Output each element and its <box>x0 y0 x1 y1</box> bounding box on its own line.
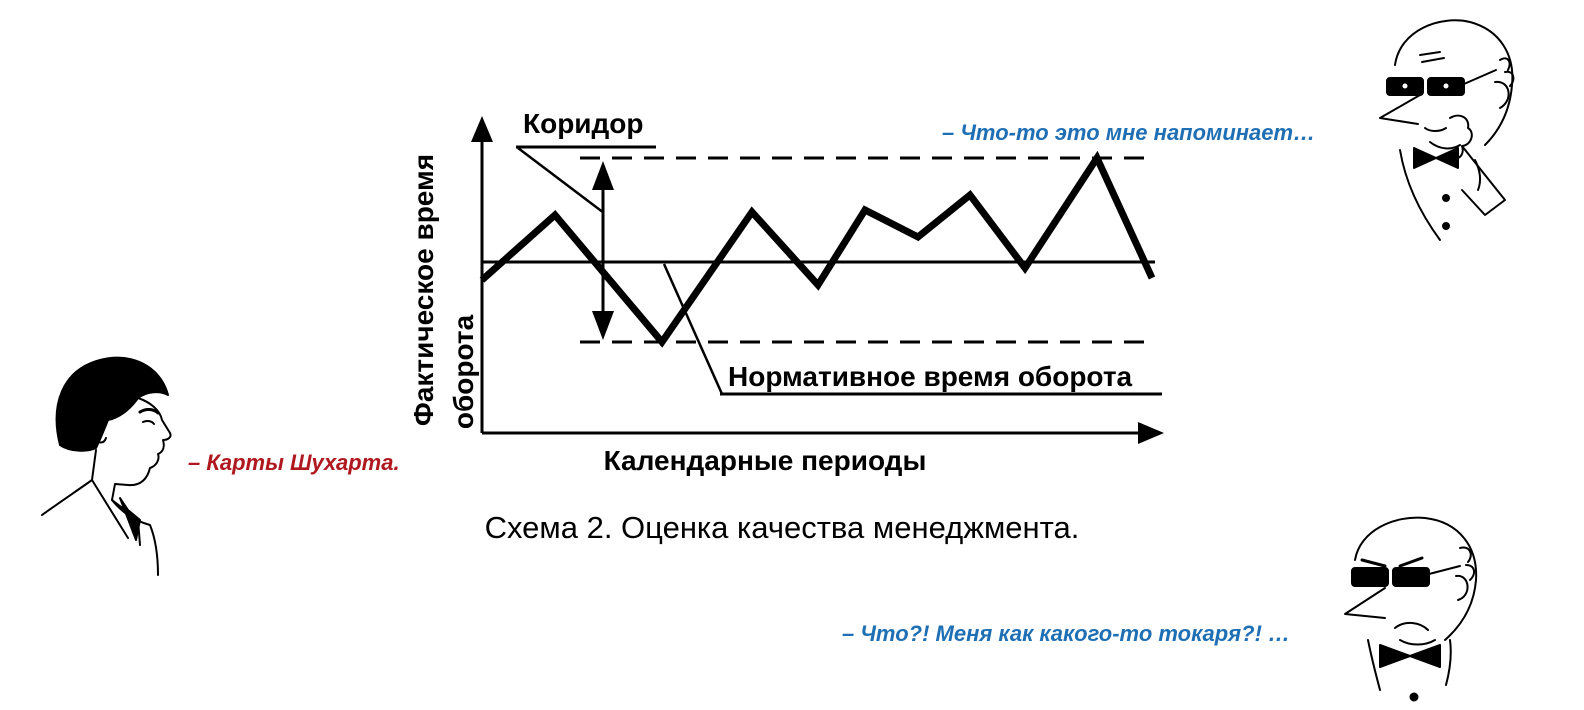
old-man-top-hair <box>1419 51 1515 87</box>
young-man-illustration <box>41 356 172 576</box>
old-man-top-ear <box>1494 80 1510 109</box>
old-man-top-illustration <box>1379 19 1515 241</box>
young-man-coat <box>41 479 159 576</box>
old-man-top-button-1 <box>1442 194 1450 202</box>
control-chart: Коридор Нормативное время оборота Фактич… <box>408 108 1164 476</box>
norm-leader <box>662 263 724 395</box>
old-man-top-body <box>1399 149 1482 241</box>
young-man-brow <box>138 408 160 415</box>
old-man-bottom-bowtie <box>1379 644 1441 668</box>
y-axis-label-line1: Фактическое время <box>408 154 439 426</box>
actual-turnover-series <box>479 150 1156 348</box>
y-axis-label-line2-group: оборота <box>448 314 479 429</box>
old-man-top-pupil-left <box>1402 83 1408 89</box>
young-man-ear <box>90 418 107 444</box>
old-man-bottom-mouth <box>1394 622 1436 646</box>
old-man-bottom-glasses-left <box>1351 567 1389 587</box>
x-axis-label: Календарные периоды <box>604 445 927 476</box>
young-man-hair <box>55 356 169 452</box>
y-axis-label: Фактическое время <box>408 154 439 426</box>
old-man-top-speech: – Что-то это мне напоминает… <box>942 120 1315 145</box>
old-man-bottom-glasses-arm <box>1428 565 1461 575</box>
old-man-top-head <box>1394 19 1514 146</box>
old-man-bottom-hair <box>1459 546 1476 581</box>
diagram-caption: Схема 2. Оценка качества менеджмента. <box>485 510 1080 545</box>
old-man-top-mouth <box>1424 127 1461 150</box>
old-man-top-button-2 <box>1442 222 1450 230</box>
y-axis-arrow <box>471 116 493 142</box>
old-man-top-nose <box>1379 94 1421 125</box>
old-man-top-glasses-arm <box>1463 69 1497 85</box>
old-man-bottom-speech: – Что?! Меня как какого-то токаря?! … <box>842 621 1290 646</box>
corridor-arrow <box>592 161 614 340</box>
old-man-bottom-head <box>1354 516 1478 641</box>
corridor-label: Коридор <box>523 108 644 139</box>
young-man-speech: – Карты Шухарта. <box>188 450 400 475</box>
young-man-eye <box>142 419 155 425</box>
old-man-top-pupil-right <box>1443 83 1449 89</box>
old-man-bottom-glasses-right <box>1392 567 1430 587</box>
old-man-bottom-body <box>1367 639 1452 691</box>
young-man-face <box>111 397 172 501</box>
old-man-bottom-illustration <box>1344 516 1478 702</box>
old-man-bottom-brows <box>1360 556 1424 568</box>
x-axis-arrow <box>1138 422 1164 444</box>
corridor-leader <box>517 147 605 214</box>
y-axis-label-line2: оборота <box>448 314 479 429</box>
old-man-bottom-button <box>1409 692 1419 702</box>
young-man-neck <box>91 449 97 481</box>
norm-label: Нормативное время оборота <box>728 361 1133 392</box>
old-man-bottom-ear <box>1455 574 1469 601</box>
old-man-bottom-nose <box>1344 587 1386 619</box>
old-man-top-bowtie <box>1413 147 1459 169</box>
young-man-tie <box>119 497 141 541</box>
